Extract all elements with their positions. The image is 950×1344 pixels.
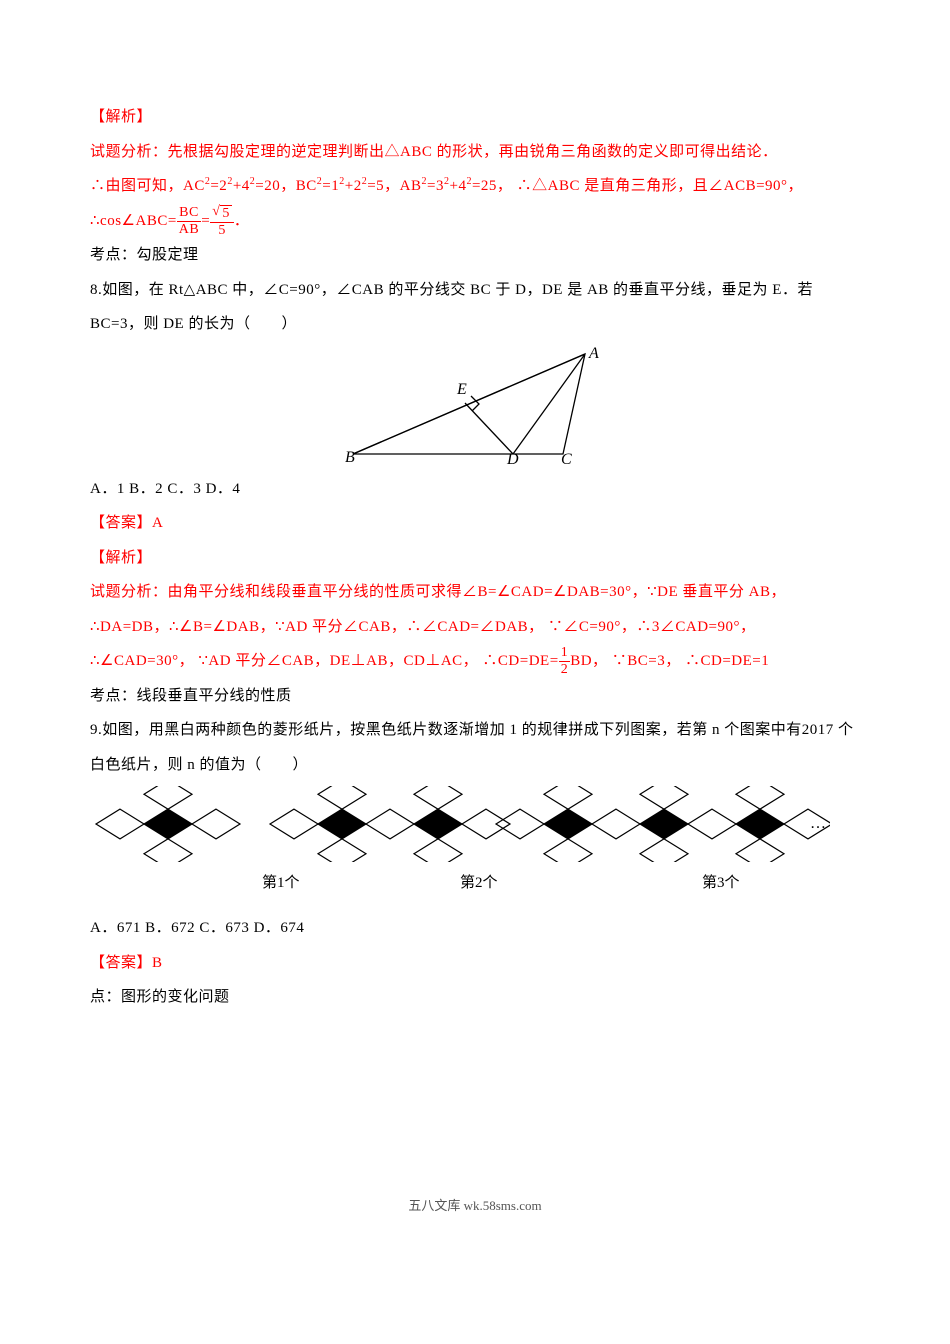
- q8-kaodian: 考点：线段垂直平分线的性质: [90, 679, 860, 714]
- q8-jiexi-header: 【解析】: [90, 541, 860, 576]
- svg-text:C: C: [561, 451, 572, 464]
- svg-text:…: …: [810, 815, 826, 832]
- q8-answer: 【答案】A: [90, 506, 860, 541]
- q8-options: A．1 B．2 C．3 D．4: [90, 472, 860, 507]
- q8-line3: ∴∠CAD=30°， ∵AD 平分∠CAB，DE⊥AB，CD⊥AC， ∴CD=D…: [90, 644, 860, 679]
- q9-figure: …: [90, 786, 860, 867]
- page-footer: 五八文库 wk.58sms.com: [0, 1195, 950, 1214]
- q9-answer: 【答案】B: [90, 946, 860, 981]
- svg-text:E: E: [456, 381, 467, 398]
- svg-text:A: A: [588, 346, 599, 362]
- svg-text:B: B: [345, 449, 355, 464]
- sec7-analysis-line1: 试题分析：先根据勾股定理的逆定理判断出△ABC 的形状，再由锐角三角函数的定义即…: [90, 135, 860, 170]
- q8-figure: A B D C E: [345, 346, 605, 464]
- svg-text:D: D: [506, 451, 519, 464]
- q8-line1: 试题分析：由角平分线和线段垂直平分线的性质可求得∠B=∠CAD=∠DAB=30°…: [90, 575, 860, 610]
- sec7-jiexi-header: 【解析】: [90, 100, 860, 135]
- q9-dian: 点：图形的变化问题: [90, 980, 860, 1015]
- sec7-analysis-line2: ∴由图可知，AC2=22+42=20，BC2=12+22=5，AB2=32+42…: [90, 169, 860, 204]
- q8-stem: 8.如图，在 Rt△ABC 中，∠C=90°，∠CAB 的平分线交 BC 于 D…: [90, 273, 860, 342]
- q8-line2: ∴DA=DB，∴∠B=∠DAB，∵AD 平分∠CAB，∴∠CAD=∠DAB， ∵…: [90, 610, 860, 645]
- q9-stem: 9.如图，用黑白两种颜色的菱形纸片，按黑色纸片数逐渐增加 1 的规律拼成下列图案…: [90, 713, 860, 782]
- q9-options: A．671 B．672 C．673 D．674: [90, 911, 860, 946]
- q9-captions: 第1个 第2个 第3个: [90, 871, 860, 893]
- sec7-kaodian: 考点：勾股定理: [90, 238, 860, 273]
- sec7-cos-line: ∴cos∠ABC=BCAB=√55．: [90, 204, 860, 239]
